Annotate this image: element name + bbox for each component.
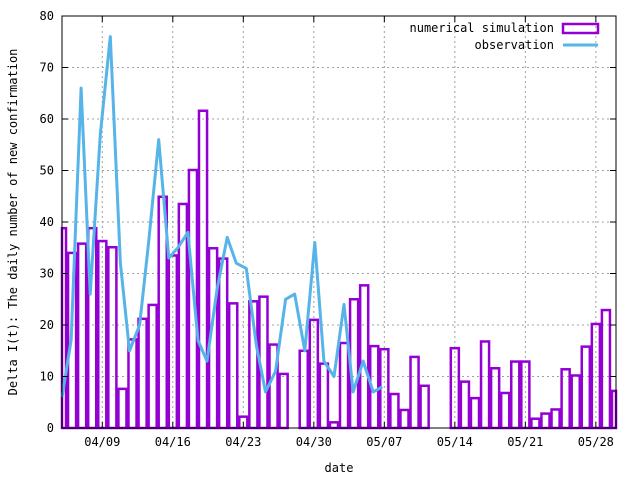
simulation-bar	[197, 109, 209, 430]
simulation-bar	[217, 257, 229, 430]
simulation-bar	[540, 412, 551, 430]
simulation-bar	[338, 341, 350, 430]
simulation-bar	[610, 389, 618, 430]
y-axis-ticks: 0 10 20 30 40 50 60 70 80	[40, 9, 616, 435]
simulation-bar	[278, 372, 289, 430]
simulation-bar	[227, 302, 239, 430]
legend-label-observation: observation	[475, 38, 554, 52]
y-tick-label: 50	[40, 164, 54, 178]
legend-label-simulation: numerical simulation	[410, 21, 555, 35]
simulation-bar	[600, 308, 612, 430]
x-tick-label: 05/21	[507, 435, 543, 449]
x-tick-label: 04/16	[155, 435, 191, 449]
simulation-bar	[469, 396, 481, 430]
y-tick-label: 20	[40, 318, 54, 332]
simulation-bar	[489, 367, 501, 430]
x-tick-label: 05/07	[366, 435, 402, 449]
y-tick-label: 30	[40, 267, 54, 281]
simulation-bar	[127, 338, 138, 430]
simulation-bar	[530, 417, 541, 430]
simulation-bar	[409, 355, 420, 430]
legend: numerical simulation observation	[410, 21, 600, 52]
simulation-bar	[479, 340, 491, 430]
x-tick-label: 04/09	[84, 435, 120, 449]
x-tick-label: 05/28	[578, 435, 614, 449]
x-tick-label: 04/23	[225, 435, 261, 449]
y-tick-label: 0	[47, 421, 54, 435]
simulation-bar	[560, 368, 571, 430]
observation-series	[60, 35, 384, 398]
simulation-bar	[389, 392, 400, 430]
x-tick-label: 04/30	[296, 435, 332, 449]
simulation-bar	[97, 239, 108, 430]
simulation-bar	[318, 362, 330, 430]
x-tick-label: 05/14	[437, 435, 473, 449]
simulation-bar	[399, 408, 410, 430]
simulation-bar	[147, 303, 158, 430]
y-axis-label: Delta I(t): The daily number of new conf…	[6, 49, 20, 396]
simulation-bar	[107, 245, 118, 430]
simulation-bar	[76, 242, 88, 430]
x-axis-ticks: 04/09 04/16 04/23 04/30 05/07 05/14 05/21 05/28	[84, 16, 614, 449]
simulation-bar	[137, 317, 148, 430]
simulation-bar	[60, 226, 68, 430]
y-tick-label: 60	[40, 112, 54, 126]
simulation-bar	[580, 345, 592, 430]
grid-lines	[62, 16, 616, 428]
simulation-bar	[509, 360, 521, 430]
y-tick-label: 80	[40, 9, 54, 23]
x-axis-label: date	[325, 461, 354, 475]
simulation-bar	[550, 408, 561, 430]
simulation-bar	[328, 421, 340, 430]
simulation-bar	[499, 391, 511, 430]
y-tick-label: 40	[40, 215, 54, 229]
simulation-bar	[459, 380, 471, 430]
simulation-bar	[298, 349, 310, 430]
simulation-bar	[419, 384, 430, 430]
simulation-bar	[358, 284, 370, 430]
y-tick-label: 70	[40, 61, 54, 75]
simulation-bar	[570, 374, 581, 430]
legend-swatch-simulation	[561, 22, 600, 35]
simulation-bar	[117, 387, 128, 430]
y-tick-label: 10	[40, 370, 54, 384]
observation-line	[60, 35, 384, 398]
